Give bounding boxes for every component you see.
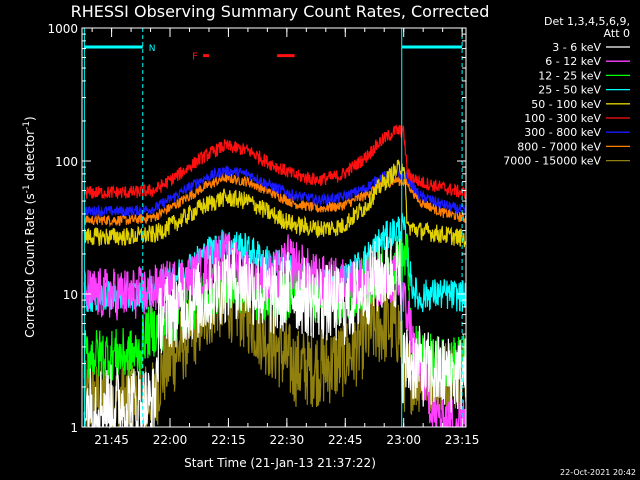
saa-label: N: [149, 44, 156, 54]
legend-entry-label: 300 - 800 keV: [524, 126, 601, 139]
legend-entry-label: 25 - 50 keV: [538, 84, 601, 97]
x-tick-label: 22:30: [270, 433, 305, 447]
footer-timestamp: 22-Oct-2021 20:42: [560, 468, 636, 477]
x-tick-label: 23:00: [386, 433, 421, 447]
x-tick-label: 22:45: [328, 433, 363, 447]
legend-entry-label: 12 - 25 keV: [538, 69, 601, 82]
x-axis: 21:45 22:00 22:15 22:30 22:45 23:00 23:15: [91, 28, 480, 447]
plot-area: NF: [83, 28, 467, 429]
legend-entry-label: 6 - 12 keV: [545, 55, 601, 68]
y-tick-label: 1000: [47, 22, 78, 36]
x-tick-label: 22:00: [153, 433, 188, 447]
y-tick-label: 10: [63, 288, 78, 302]
flare-label: F: [192, 52, 198, 63]
saa-marker-1: N: [83, 28, 156, 427]
y-axis-label: Corrected Count Rate (s-1 detector-1): [22, 116, 37, 337]
legend-entry-label: 7000 - 15000 keV: [503, 155, 601, 168]
chart-title: RHESSI Observing Summary Count Rates, Co…: [71, 2, 490, 21]
y-axis: 1 10 100 1000: [47, 22, 466, 435]
plot-frame: [81, 27, 467, 428]
y-tick-label: 100: [55, 155, 78, 169]
x-tick-label: 22:15: [211, 433, 246, 447]
x-tick-label: 23:15: [445, 433, 480, 447]
legend-entry-label: 50 - 100 keV: [531, 98, 601, 111]
legend-entry-label: 100 - 300 keV: [524, 112, 601, 125]
saa-marker-2: [401, 28, 463, 427]
x-tick-label: 21:45: [94, 433, 129, 447]
legend-entry-label: 800 - 7000 keV: [517, 140, 601, 153]
x-axis-label: Start Time (21-Jan-13 21:37:22): [184, 456, 376, 470]
legend-header: Det 1,3,4,5,6,9,: [544, 15, 630, 28]
legend-header-att: Att 0: [604, 27, 630, 40]
legend-entry-label: 3 - 6 keV: [552, 41, 601, 54]
y-tick-label: 1: [70, 421, 78, 435]
